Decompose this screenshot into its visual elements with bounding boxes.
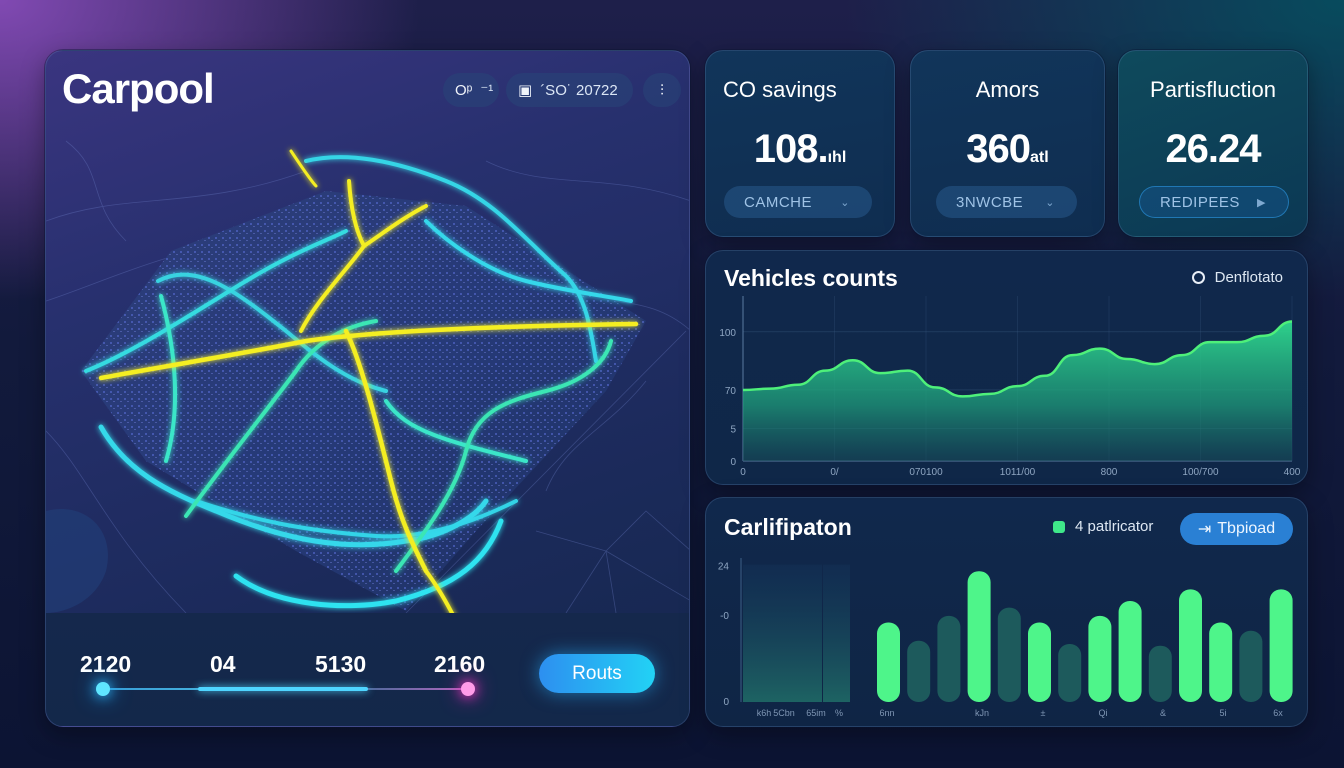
background-roads [46, 140, 689, 614]
stat-value: 26.24 [1165, 127, 1261, 171]
svg-text:&: & [1160, 708, 1166, 718]
vehicles-count-card: Vehicles counts Denflotato 0 5 70 100 0 0/070… [705, 250, 1308, 485]
svg-text:%: % [835, 708, 843, 718]
svg-text:800: 800 [1101, 467, 1118, 478]
date-pill-label: ´SO˙ 20722 [540, 81, 618, 99]
legend-circle-icon [1191, 271, 1205, 284]
toggle-pill-label: ⁻¹ [480, 82, 494, 99]
stat-dropdown-label: 3NWCBE [956, 193, 1024, 211]
svg-text:070100: 070100 [909, 467, 943, 478]
svg-text:5Cbn: 5Cbn [773, 708, 795, 718]
bar-chart-legend[interactable]: 4 patlricator [1053, 518, 1153, 535]
timeline-range[interactable] [198, 687, 368, 691]
route-icon: ⫶ [660, 81, 664, 99]
stat-title: Partisfluction [1150, 77, 1276, 102]
timeline-label-2: 04 [210, 651, 236, 677]
download-button[interactable]: ⇥ Tbpioad [1180, 513, 1293, 545]
routes-button[interactable]: Routs [539, 654, 655, 693]
svg-text:24: 24 [718, 562, 730, 573]
svg-text:0: 0 [730, 457, 736, 468]
svg-text:Qi: Qi [1099, 708, 1108, 718]
svg-text:6x: 6x [1273, 708, 1283, 718]
route-map[interactable] [46, 131, 689, 623]
legend-square-icon [1053, 520, 1065, 533]
svg-text:±: ± [1041, 708, 1046, 718]
svg-text:5: 5 [730, 425, 736, 436]
app-logo: Carpool [62, 65, 215, 112]
line-chart-legend[interactable]: Denflotato [1191, 269, 1283, 286]
stat-card-amors: Amors 360atl 3NWCBE ⌄ [910, 50, 1105, 237]
secondary-routes [84, 155, 633, 609]
legend-label: Denflotato [1214, 269, 1283, 286]
bar-chart-title: Carlifipaton [724, 514, 852, 540]
svg-text:0/: 0/ [830, 467, 839, 478]
route-settings-button[interactable]: ⫶ [643, 73, 681, 107]
primary-routes [98, 149, 639, 623]
timeline-label-start: 2120 [80, 651, 132, 677]
map-panel: Carpool Oᵖ ⁻¹ ▣ ´SO˙ 20722 ⫶ [45, 50, 690, 727]
stat-unit: ıhl [827, 149, 847, 166]
svg-text:5i: 5i [1219, 708, 1226, 718]
stat-value: 108.ıhl [753, 127, 847, 171]
timeline-label-3: 5130 [315, 651, 367, 677]
chevron-down-icon: ⌄ [1045, 196, 1055, 209]
svg-text:0: 0 [740, 467, 746, 478]
calendar-icon: ▣ [518, 82, 533, 99]
download-label: Tbpioad [1217, 520, 1276, 537]
svg-text:65im: 65im [806, 708, 826, 718]
line-chart[interactable]: 0 5 70 100 0 0/070100 1011/00 800 100/700 400 [706, 251, 1308, 485]
stat-title: Amors [975, 77, 1040, 102]
stat-dropdown-label: CAMCHE [744, 193, 813, 211]
legend-label: 4 patlricator [1075, 518, 1154, 535]
stat-action-label: REDIPEES [1160, 193, 1240, 211]
timeline-end-handle[interactable] [461, 682, 475, 696]
stat-card-co-savings: CO savings 108.ıhl CAMCHE ⌄ [705, 50, 895, 237]
participation-card: Carlifipaton 4 patlricator ⇥ Tbpioad 0 -0… [705, 497, 1308, 727]
stat-card-participation: Partisfluction 26.24 REDIPEES ▶ [1118, 50, 1308, 237]
line-chart-title: Vehicles counts [724, 265, 898, 291]
play-icon: ▶ [1257, 196, 1266, 209]
toggle-pill[interactable]: Oᵖ ⁻¹ [443, 73, 499, 107]
svg-text:400: 400 [1284, 467, 1301, 478]
route-map-canvas [46, 140, 689, 623]
download-icon: ⇥ [1197, 521, 1212, 538]
svg-text:1011/00: 1011/00 [1000, 467, 1036, 478]
svg-text:70: 70 [725, 386, 737, 397]
timeline-start-handle[interactable] [96, 682, 110, 696]
toggle-icon: Oᵖ [455, 81, 473, 99]
stat-value: 360atl [966, 127, 1049, 171]
stat-action-button[interactable]: REDIPEES ▶ [1139, 186, 1289, 218]
chevron-down-icon: ⌄ [840, 196, 850, 209]
water-body [46, 509, 108, 613]
svg-text:kJn: kJn [975, 708, 989, 718]
svg-text:6nn: 6nn [879, 708, 894, 718]
stat-dropdown[interactable]: CAMCHE ⌄ [724, 186, 872, 218]
timeline-footer: 2120 04 5130 2160 Routs [46, 613, 689, 726]
stat-dropdown[interactable]: 3NWCBE ⌄ [936, 186, 1077, 218]
svg-text:-0: -0 [720, 611, 729, 622]
svg-text:100/700: 100/700 [1182, 467, 1219, 478]
date-pill[interactable]: ▣ ´SO˙ 20722 [506, 73, 633, 107]
stat-unit: atl [1030, 149, 1049, 166]
svg-text:0: 0 [723, 697, 729, 708]
svg-text:k6h: k6h [757, 708, 772, 718]
bar-chart[interactable]: 0 -0 24 k6h 5Cbn 65im% 6nn kJn ± Qi & 5i 6x [706, 498, 1308, 727]
svg-text:100: 100 [719, 328, 736, 339]
stat-title: CO savings [723, 77, 837, 102]
timeline-label-end: 2160 [434, 651, 486, 677]
